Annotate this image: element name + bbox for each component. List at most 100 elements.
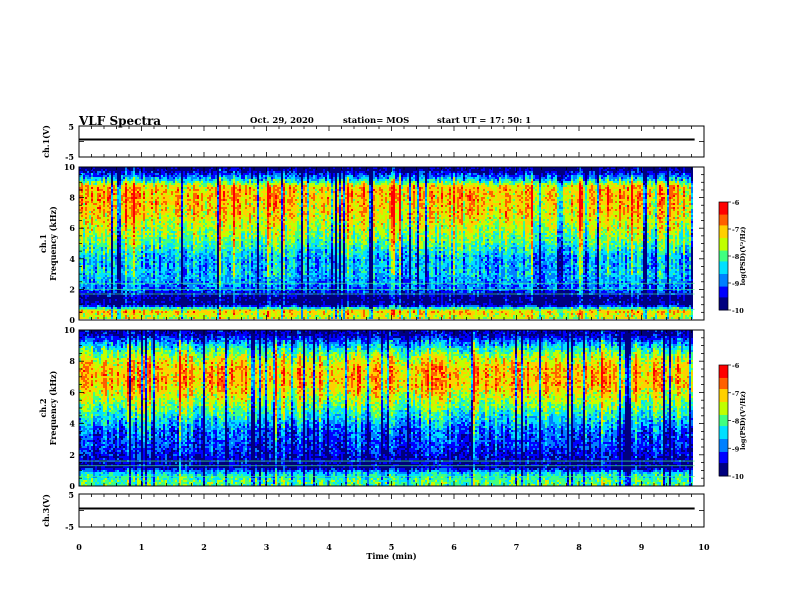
spectrogram-cell bbox=[93, 227, 95, 229]
spectrogram-cell bbox=[89, 211, 91, 213]
spectrogram-cell bbox=[159, 223, 161, 225]
spectrogram-cell bbox=[85, 171, 87, 173]
spectrogram-cell bbox=[137, 221, 139, 223]
spectrogram-cell bbox=[161, 211, 163, 213]
spectrogram-cell bbox=[143, 233, 145, 235]
spectrogram-cell bbox=[133, 183, 135, 185]
spectrogram-cell bbox=[105, 313, 107, 315]
spectrogram-cell bbox=[125, 233, 127, 235]
spectrogram-cell bbox=[123, 313, 125, 315]
spectrogram-cell bbox=[105, 181, 107, 183]
spectrogram-cell bbox=[103, 271, 105, 273]
spectrogram-cell bbox=[155, 277, 157, 279]
spectrogram-cell bbox=[157, 299, 159, 301]
spectrogram-cell bbox=[125, 301, 127, 303]
spectrogram-cell bbox=[155, 213, 157, 215]
spectrogram-cell bbox=[117, 215, 119, 217]
spectrogram-cell bbox=[147, 297, 149, 299]
spectrogram-cell bbox=[145, 235, 147, 237]
spectrogram-cell bbox=[157, 173, 159, 175]
spectrogram-cell bbox=[151, 275, 153, 277]
spectrogram-cell bbox=[155, 219, 157, 221]
spectrogram-cell bbox=[143, 271, 145, 273]
spectrogram-cell bbox=[137, 249, 139, 251]
spectrogram-cell bbox=[113, 315, 115, 317]
spectrogram-cell bbox=[89, 261, 91, 263]
spectrogram-cell bbox=[115, 265, 117, 267]
spectrogram-cell bbox=[141, 191, 143, 193]
spectrogram-cell bbox=[111, 211, 113, 213]
spectrogram-cell bbox=[153, 263, 155, 265]
spectrogram-cell bbox=[129, 261, 131, 263]
spectrogram-cell bbox=[147, 207, 149, 209]
spectrogram-cell bbox=[117, 305, 119, 307]
spectrogram-cell bbox=[91, 233, 93, 235]
spectrogram-cell bbox=[147, 227, 149, 229]
spectrogram-cell bbox=[85, 197, 87, 199]
spectrogram-cell bbox=[137, 225, 139, 227]
spectrogram-cell bbox=[93, 277, 95, 279]
spectrogram-cell bbox=[139, 227, 141, 229]
spectrogram-cell bbox=[129, 267, 131, 269]
spectrogram-cell bbox=[135, 185, 137, 187]
spectrogram-cell bbox=[89, 177, 91, 179]
spectrogram-cell bbox=[111, 227, 113, 229]
spectrogram-cell bbox=[133, 317, 135, 319]
spectrogram-cell bbox=[121, 245, 123, 247]
spectrogram-cell bbox=[121, 273, 123, 275]
spectrogram-cell bbox=[135, 173, 137, 175]
spectrogram-cell bbox=[121, 205, 123, 207]
spectrogram-cell bbox=[105, 271, 107, 273]
spectrogram-cell bbox=[113, 273, 115, 275]
spectrogram-cell bbox=[111, 183, 113, 185]
spectrogram-cell bbox=[153, 227, 155, 229]
spectrogram-cell bbox=[155, 205, 157, 207]
spectrogram-cell bbox=[89, 231, 91, 233]
spectrogram-cell bbox=[107, 205, 109, 207]
spectrogram-cell bbox=[119, 233, 121, 235]
spectrogram-cell bbox=[93, 213, 95, 215]
spectrogram-cell bbox=[121, 271, 123, 273]
spectrogram-cell bbox=[123, 257, 125, 259]
spectrogram-cell bbox=[123, 195, 125, 197]
spectrogram-cell bbox=[99, 239, 101, 241]
spectrogram-cell bbox=[123, 189, 125, 191]
spectrogram-cell bbox=[149, 231, 151, 233]
spectrogram-cell bbox=[137, 247, 139, 249]
spectrogram-cell bbox=[87, 179, 89, 181]
spectrogram-cell bbox=[149, 285, 151, 287]
spectrogram-cell bbox=[141, 267, 143, 269]
spectrogram-cell bbox=[127, 275, 129, 277]
spectrogram-cell bbox=[85, 249, 87, 251]
spectrogram-cell bbox=[95, 239, 97, 241]
spectrogram-cell bbox=[119, 267, 121, 269]
spectrogram-cell bbox=[133, 231, 135, 233]
spectrogram-cell bbox=[149, 207, 151, 209]
spectrogram-cell bbox=[143, 185, 145, 187]
spectrogram-cell bbox=[119, 301, 121, 303]
spectrogram-cell bbox=[153, 231, 155, 233]
spectrogram-cell bbox=[113, 229, 115, 231]
spectrogram-cell bbox=[117, 255, 119, 257]
spectrogram-cell bbox=[141, 211, 143, 213]
spectrogram-cell bbox=[105, 231, 107, 233]
spectrogram-cell bbox=[95, 249, 97, 251]
spectrogram-cell bbox=[93, 253, 95, 255]
spectrogram-cell bbox=[113, 205, 115, 207]
spectrogram-cell bbox=[123, 273, 125, 275]
spectrogram-cell bbox=[161, 271, 163, 273]
spectrogram-cell bbox=[123, 301, 125, 303]
spectrogram-cell bbox=[115, 229, 117, 231]
spectrogram-cell bbox=[111, 215, 113, 217]
spectrogram-cell bbox=[121, 247, 123, 249]
spectrogram-cell bbox=[143, 197, 145, 199]
spectrogram-cell bbox=[143, 195, 145, 197]
spectrogram-cell bbox=[95, 217, 97, 219]
spectrogram-cell bbox=[105, 223, 107, 225]
spectrogram-cell bbox=[89, 243, 91, 245]
spectrogram-cell bbox=[141, 245, 143, 247]
spectrogram-cell bbox=[87, 279, 89, 281]
spectrogram-cell bbox=[111, 305, 113, 307]
spectrogram-cell bbox=[155, 173, 157, 175]
spectrogram-cell bbox=[137, 169, 139, 171]
